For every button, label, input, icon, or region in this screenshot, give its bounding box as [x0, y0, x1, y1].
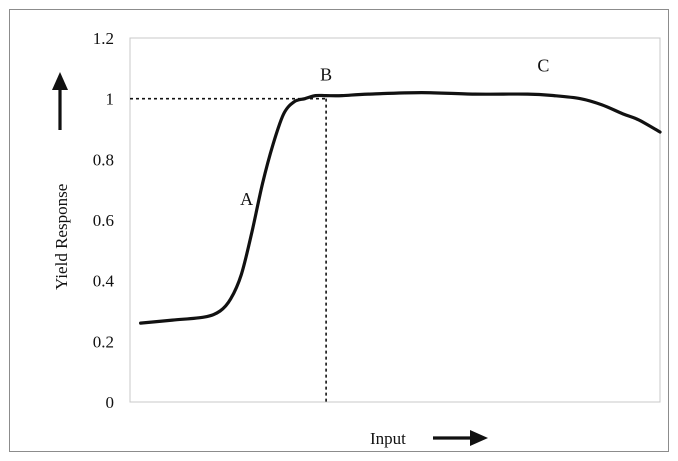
y-tick-label: 0.4 — [93, 272, 115, 291]
up-arrow-icon — [52, 72, 68, 130]
y-tick-label: 0.6 — [93, 211, 114, 230]
yield-response-curve — [139, 91, 662, 325]
region-label-a: A — [240, 189, 253, 209]
annotations: A B C — [240, 55, 549, 208]
y-tick-label: 0 — [106, 393, 115, 412]
right-arrow-icon — [433, 430, 488, 446]
region-label-b: B — [320, 64, 332, 84]
y-axis-ticks: 0 0.2 0.4 0.6 0.8 1 1.2 — [93, 29, 115, 412]
reference-lines — [130, 97, 327, 402]
y-tick-label: 0.8 — [93, 150, 114, 169]
x-axis-title-group: Input — [370, 429, 488, 448]
series-group — [139, 91, 662, 325]
y-tick-label: 1.2 — [93, 29, 114, 48]
y-tick-label: 0.2 — [93, 332, 114, 351]
y-tick-label: 1 — [106, 90, 115, 109]
y-axis-title: Yield Response — [52, 184, 71, 290]
x-axis-title: Input — [370, 429, 406, 448]
chart-frame — [9, 9, 669, 452]
y-axis-title-group: Yield Response — [52, 72, 71, 290]
region-label-c: C — [537, 55, 549, 75]
plot-area-box — [129, 37, 661, 403]
plot-area-border — [129, 37, 661, 403]
